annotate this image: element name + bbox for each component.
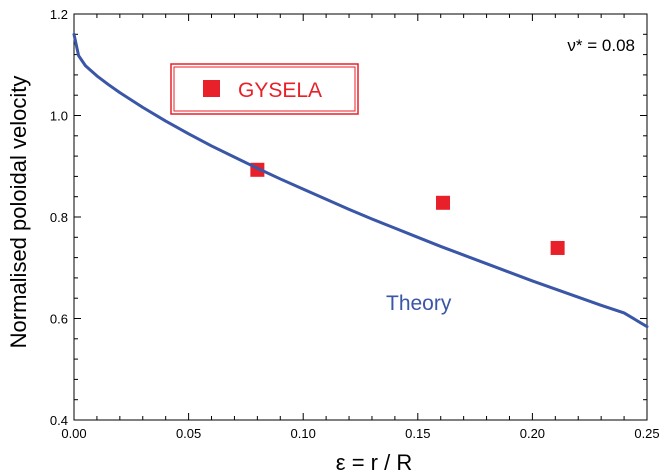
x-axis-label: ε = r / R (336, 450, 412, 475)
x-tick-label: 0.15 (405, 426, 430, 441)
gysela-point (436, 195, 451, 210)
y-tick-label: 0.4 (50, 413, 68, 428)
theory-curve (72, 32, 649, 329)
y-axis-label: Normalised poloidal velocity (6, 76, 31, 349)
legend-marker (203, 80, 220, 97)
legend-box (170, 63, 359, 115)
y-tick-label: 0.6 (50, 312, 68, 327)
theory-label: Theory (386, 292, 452, 315)
y-tick-label: 1.0 (50, 109, 68, 124)
y-tick-label: 1.2 (50, 7, 68, 22)
legend-box-inner (173, 66, 356, 112)
x-tick-label: 0.00 (61, 426, 86, 441)
x-tick-label: 0.10 (291, 426, 316, 441)
plot-frame (73, 13, 648, 421)
y-tick-label: 0.8 (50, 210, 68, 225)
nu-star-label: ν* = 0.08 (567, 36, 635, 55)
x-tick-label: 0.20 (520, 426, 545, 441)
legend-label: GYSELA (238, 79, 322, 102)
x-tick-label: 0.05 (176, 426, 201, 441)
gysela-point (550, 240, 565, 255)
x-tick-label: 0.25 (634, 426, 659, 441)
